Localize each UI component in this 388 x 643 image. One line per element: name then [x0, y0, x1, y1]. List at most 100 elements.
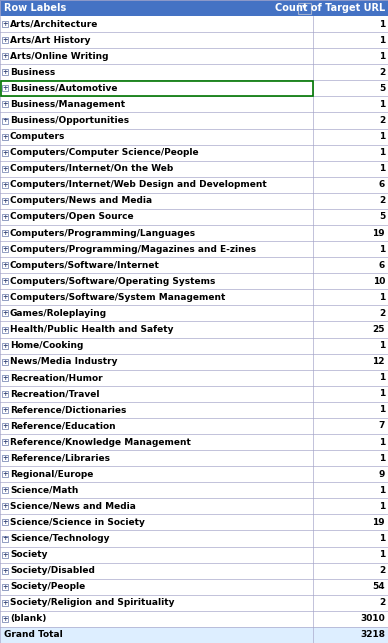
Text: Games/Roleplaying: Games/Roleplaying	[10, 309, 107, 318]
Bar	[2, 86, 8, 91]
Text: +: +	[2, 552, 8, 557]
Text: Count of Target URL: Count of Target URL	[275, 3, 385, 13]
Text: Business/Opportunities: Business/Opportunities	[10, 116, 129, 125]
Text: Computers/Internet/Web Design and Development: Computers/Internet/Web Design and Develo…	[10, 180, 267, 189]
Text: +: +	[2, 487, 8, 493]
Text: +: +	[2, 118, 8, 123]
Bar	[0, 257, 388, 273]
Bar	[2, 69, 8, 75]
Bar	[2, 327, 8, 332]
Text: +: +	[2, 294, 8, 300]
Bar	[2, 552, 8, 557]
Text: Science/News and Media: Science/News and Media	[10, 502, 136, 511]
Bar	[2, 262, 8, 268]
Text: +: +	[2, 391, 8, 397]
Text: Computers/News and Media: Computers/News and Media	[10, 196, 152, 205]
Bar	[2, 471, 8, 477]
Text: 1: 1	[379, 534, 385, 543]
Text: +: +	[2, 311, 8, 316]
Bar	[0, 418, 388, 434]
Bar	[0, 0, 388, 16]
Text: +: +	[2, 53, 8, 59]
Text: +: +	[2, 69, 8, 75]
Bar	[2, 584, 8, 590]
Text: +: +	[2, 37, 8, 43]
Text: 2: 2	[379, 309, 385, 318]
Text: Society/Disabled: Society/Disabled	[10, 566, 95, 575]
Text: Reference/Dictionaries: Reference/Dictionaries	[10, 405, 126, 414]
Bar	[0, 370, 388, 386]
Text: 54: 54	[372, 582, 385, 591]
Text: 1: 1	[379, 293, 385, 302]
Bar	[2, 503, 8, 509]
Text: +: +	[2, 134, 8, 140]
Text: +: +	[2, 471, 8, 477]
Text: Row Labels: Row Labels	[4, 3, 66, 13]
Text: +: +	[2, 214, 8, 220]
Bar	[2, 600, 8, 606]
Text: +: +	[2, 520, 8, 525]
Text: Business: Business	[10, 68, 55, 77]
Bar	[2, 343, 8, 349]
Bar	[2, 246, 8, 252]
Bar	[2, 166, 8, 172]
Bar	[0, 96, 388, 113]
Bar	[0, 209, 388, 225]
Text: (blank): (blank)	[10, 614, 47, 623]
Bar	[2, 21, 8, 27]
Text: +: +	[2, 21, 8, 27]
Text: Recreation/Travel: Recreation/Travel	[10, 389, 99, 398]
Bar	[298, 3, 311, 14]
Bar	[0, 80, 388, 96]
Text: +: +	[2, 182, 8, 188]
Text: 9: 9	[379, 469, 385, 478]
Bar	[2, 487, 8, 493]
Bar	[0, 193, 388, 209]
Text: Computers/Software/System Management: Computers/Software/System Management	[10, 293, 225, 302]
Bar	[2, 53, 8, 59]
Text: +: +	[2, 375, 8, 381]
Text: 3010: 3010	[360, 614, 385, 623]
Text: 1: 1	[379, 244, 385, 253]
Text: +: +	[2, 439, 8, 445]
Text: Society/People: Society/People	[10, 582, 85, 591]
Text: +: +	[2, 503, 8, 509]
Text: Business/Management: Business/Management	[10, 100, 125, 109]
Text: 7: 7	[379, 421, 385, 430]
Text: News/Media Industry: News/Media Industry	[10, 357, 118, 366]
Bar	[0, 177, 388, 193]
Text: 1: 1	[379, 405, 385, 414]
Text: 1: 1	[379, 341, 385, 350]
Text: Arts/Online Writing: Arts/Online Writing	[10, 51, 109, 60]
Bar	[2, 455, 8, 461]
Bar	[2, 230, 8, 236]
Text: 1: 1	[379, 100, 385, 109]
Bar	[0, 450, 388, 466]
Text: +: +	[2, 343, 8, 349]
Text: 2: 2	[379, 116, 385, 125]
Bar	[2, 198, 8, 204]
Text: +: +	[2, 327, 8, 332]
Text: Computers/Software/Internet: Computers/Software/Internet	[10, 260, 160, 269]
Text: 1: 1	[379, 453, 385, 462]
Text: Science/Math: Science/Math	[10, 485, 78, 494]
Text: +: +	[2, 150, 8, 156]
Bar	[2, 536, 8, 541]
Text: +: +	[2, 584, 8, 590]
Bar	[2, 520, 8, 525]
Bar	[0, 611, 388, 627]
Text: 2: 2	[379, 566, 385, 575]
Bar	[0, 81, 312, 96]
Bar	[0, 0, 388, 16]
Text: Recreation/Humor: Recreation/Humor	[10, 373, 102, 382]
Text: +: +	[2, 600, 8, 606]
Text: 1: 1	[379, 19, 385, 28]
Text: 1: 1	[379, 35, 385, 44]
Text: Business/Automotive: Business/Automotive	[10, 84, 118, 93]
Text: +: +	[2, 616, 8, 622]
Bar	[2, 616, 8, 622]
Text: +: +	[2, 86, 8, 91]
Bar	[0, 498, 388, 514]
Text: 5: 5	[379, 212, 385, 221]
Bar	[2, 407, 8, 413]
